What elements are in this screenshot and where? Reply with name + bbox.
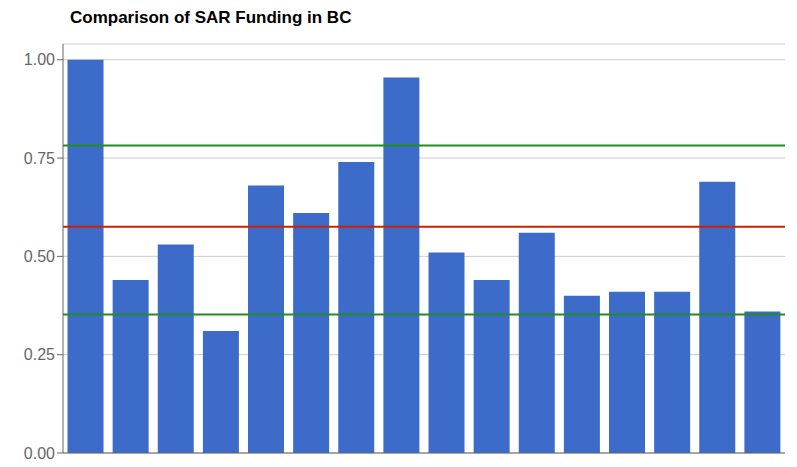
svg-text:0.75: 0.75 [24, 150, 55, 167]
svg-text:0.50: 0.50 [24, 248, 55, 265]
html-text:Comparison of SAR Funding in B: Comparison of SAR Funding in BC [70, 8, 352, 27]
svg-text:0.25: 0.25 [24, 346, 55, 363]
svg-text:1.00: 1.00 [24, 51, 55, 68]
svg-text:0.00: 0.00 [24, 445, 55, 462]
